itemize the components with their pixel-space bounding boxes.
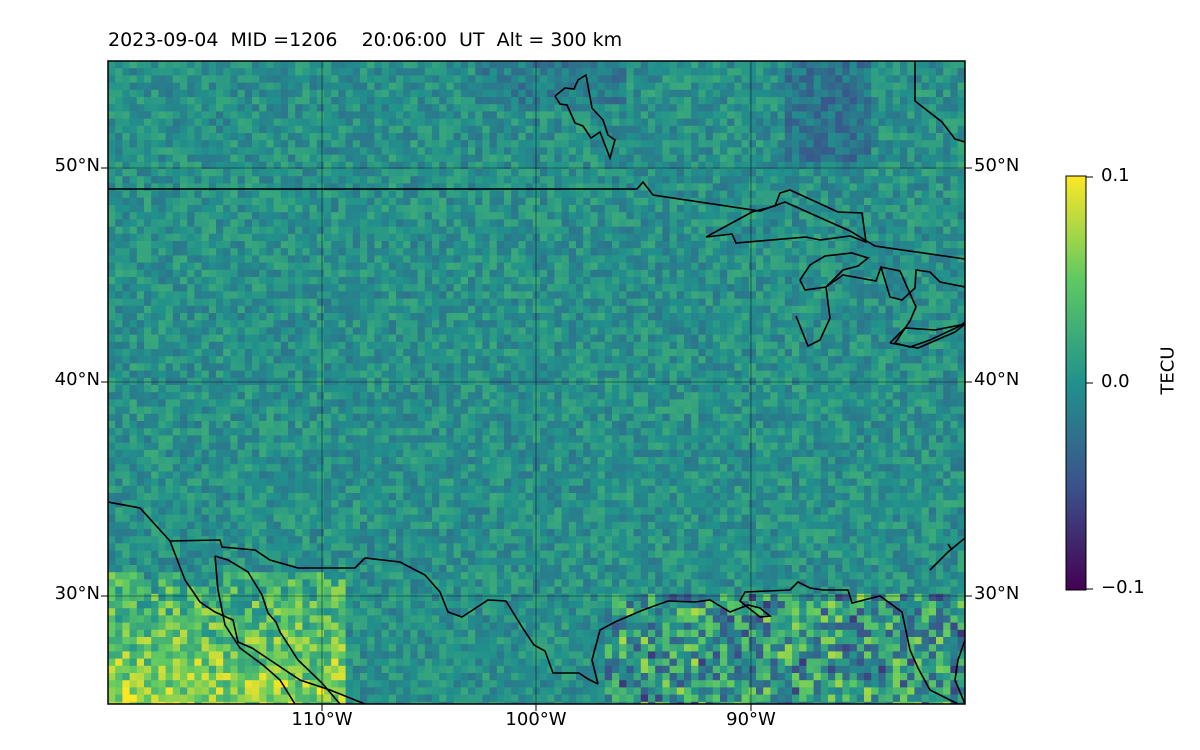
- lon-label-100w: 100°W: [505, 709, 567, 730]
- hudson-bay-coast: [554, 73, 616, 161]
- baja-california: [169, 540, 366, 704]
- lat-label-left-30n: 30°N: [54, 583, 100, 604]
- lat-label-left-40n: 40°N: [54, 369, 100, 390]
- lat-label-right-40n: 40°N: [974, 369, 1020, 390]
- lake-superior: [705, 189, 867, 244]
- colorbar-tick-min: −0.1: [1101, 577, 1145, 598]
- graticule: [108, 61, 965, 704]
- lake-michigan-huron: [795, 252, 965, 348]
- colorbar: [1065, 175, 1087, 591]
- florida: [929, 537, 965, 704]
- map-title: 2023-09-04 MID =1206 20:06:00 UT Alt = 3…: [108, 29, 623, 51]
- hudson-bay-east: [914, 61, 965, 143]
- tec-heatmap: [108, 61, 965, 704]
- colorbar-tick-zero: 0.0: [1101, 371, 1130, 392]
- lat-label-right-50n: 50°N: [974, 155, 1020, 176]
- lon-label-90w: 90°W: [726, 709, 776, 730]
- lake-erie-ontario: [889, 323, 965, 349]
- coastlines-borders: [108, 61, 965, 704]
- tick-marks: [101, 167, 972, 711]
- lat-label-right-30n: 30°N: [974, 583, 1020, 604]
- colorbar-tick-max: 0.1: [1101, 165, 1130, 186]
- colorbar-ticks: [1086, 176, 1093, 590]
- lat-label-left-50n: 50°N: [54, 155, 100, 176]
- mexico-border: [108, 501, 599, 685]
- colorbar-label: TECU: [1157, 346, 1179, 395]
- gulf-coast: [591, 581, 959, 704]
- gulf-of-california: [214, 555, 341, 704]
- lon-label-110w: 110°W: [291, 709, 353, 730]
